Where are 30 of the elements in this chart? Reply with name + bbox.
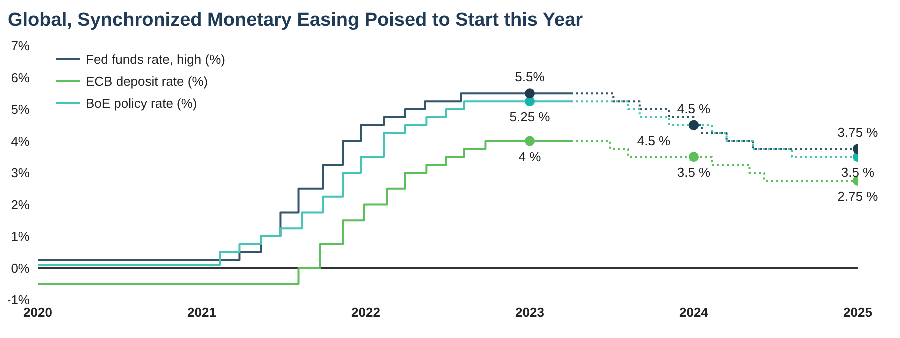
point xyxy=(689,152,699,162)
y-tick-label: 1% xyxy=(11,229,30,244)
data-label: 3.5 % xyxy=(677,165,712,180)
legend-label: ECB deposit rate (%) xyxy=(86,74,208,88)
x-tick-label: 2024 xyxy=(680,305,710,320)
y-tick-label: 6% xyxy=(11,70,30,86)
data-label: 2.75 % xyxy=(838,188,879,204)
data-label: 4.5 % xyxy=(637,133,672,148)
y-tick-label: 3% xyxy=(11,166,30,181)
x-tick-label: 2025 xyxy=(844,305,872,320)
data-label: 3.5 % xyxy=(841,165,876,180)
x-tick-label: 2022 xyxy=(352,305,380,320)
data-label: 4.5 % xyxy=(677,101,712,116)
y-tick-label: 0% xyxy=(11,260,30,276)
data-label: 5.5% xyxy=(515,70,546,85)
x-tick-label: 2023 xyxy=(516,305,544,320)
y-tick-label: 5% xyxy=(11,102,30,118)
y-tick-label: 2% xyxy=(11,197,30,212)
y-tick-label: 7% xyxy=(11,38,30,54)
point xyxy=(525,88,535,99)
point xyxy=(525,136,535,146)
legend-label: BoE policy rate (%) xyxy=(86,96,198,110)
data-label: 5.25 % xyxy=(510,110,551,125)
chart-title: Global, Synchronized Monetary Easing Poised to Start this Year xyxy=(8,9,584,33)
legend-label: Fed funds rate, high (%) xyxy=(86,52,226,66)
data-label: 4 % xyxy=(518,149,542,164)
x-tick-label: 2021 xyxy=(188,305,216,320)
y-tick-label: 4% xyxy=(11,134,30,149)
x-tick-label: 2020 xyxy=(24,305,52,320)
data-label: 3.75 % xyxy=(838,125,879,140)
